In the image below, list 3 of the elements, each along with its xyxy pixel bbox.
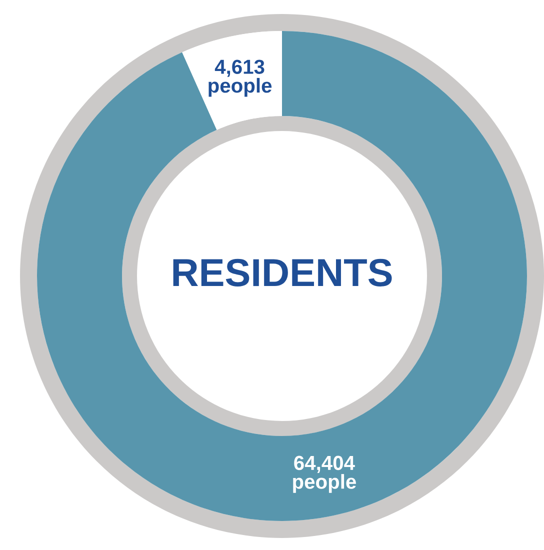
data-label: 64,404 people	[293, 456, 356, 493]
data-label: 4,613 people	[208, 60, 272, 97]
text: RESIDENTS	[173, 258, 392, 286]
